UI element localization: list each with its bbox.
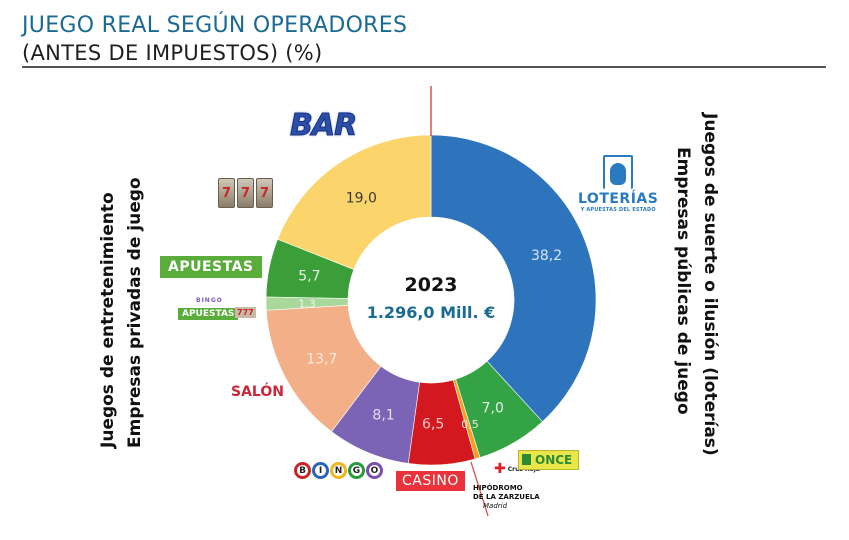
slice-label: 19,0 xyxy=(346,190,377,206)
bar-logo: BAR xyxy=(289,108,357,144)
red-cross-icon: ✚ xyxy=(494,461,506,477)
left-label-line2: Empresas privadas de juego xyxy=(125,177,145,448)
hipodromo-line2: DE LA ZARZUELA xyxy=(473,493,540,501)
bingo-logo: B I N G O xyxy=(294,462,383,479)
slot-reel: 7 xyxy=(256,178,273,208)
right-label-line1: Juegos de suerte o ilusión (loterías) xyxy=(700,113,720,456)
mini-slot-logo: 777 xyxy=(235,307,256,318)
center-year-label: 2023 xyxy=(405,274,458,296)
once-logo: ONCE xyxy=(518,450,580,470)
left-label-line1: Juegos de entretenimiento xyxy=(98,192,118,448)
casino-logo: CASINO xyxy=(396,471,465,491)
slice-label: 5,7 xyxy=(298,269,320,285)
bingo-ball: N xyxy=(330,462,347,479)
left-side-labels: Juegos de entretenimiento Empresas priva… xyxy=(95,177,149,448)
loterias-subtext: Y APUESTAS DEL ESTADO xyxy=(580,207,656,213)
right-side-labels: Juegos de suerte o ilusión (loterías) Em… xyxy=(669,113,723,456)
center-total-label: 1.296,0 Mill. € xyxy=(367,303,496,322)
slice-label: 0,5 xyxy=(461,418,479,431)
title-underline xyxy=(22,66,826,68)
slice-label: 6,5 xyxy=(422,417,444,433)
hipodromo-logo: HIPÓDROMO DE LA ZARZUELA Madrid xyxy=(473,484,540,511)
slice-labels: 38,2 7,00,5 6,5 8,1 13,7 1,3 5,7 19,0 xyxy=(298,190,562,432)
loterias-logo: LOTERÍAS Y APUESTAS DEL ESTADO xyxy=(578,155,658,213)
hipodromo-line1: HIPÓDROMO xyxy=(473,484,523,492)
bingo-ball: O xyxy=(366,462,383,479)
right-label-line2: Empresas públicas de juego xyxy=(673,147,693,415)
chart-title: JUEGO REAL SEGÚN OPERADORES xyxy=(22,13,408,38)
slot-reel: 7 xyxy=(218,178,235,208)
bingo-ball: B xyxy=(294,462,311,479)
hipodromo-line3: Madrid xyxy=(483,502,508,510)
slice-label: 1,3 xyxy=(298,298,316,311)
slice-label: 7,0 xyxy=(482,401,504,417)
bingo-ball: I xyxy=(312,462,329,479)
slice-label: 8,1 xyxy=(372,408,394,424)
divider-line-bottom xyxy=(470,461,489,517)
slice-label: 13,7 xyxy=(306,352,337,368)
bingo-ball: G xyxy=(348,462,365,479)
salon-logo: SALÓN xyxy=(231,384,284,400)
slot-machine-logo: 7 7 7 xyxy=(218,178,273,208)
loterias-emblem-icon xyxy=(603,155,634,189)
chart-subtitle: (ANTES DE IMPUESTOS) (%) xyxy=(22,41,323,65)
slice-label: 38,2 xyxy=(531,248,562,264)
loterias-text: LOTERÍAS xyxy=(578,191,659,207)
donut-slice-bar xyxy=(277,134,432,270)
bingo-small-logo: BINGO xyxy=(196,297,223,304)
apuestas-small-logo: APUESTAS xyxy=(178,308,239,320)
donut-slices xyxy=(265,134,597,466)
apuestas-logo: APUESTAS xyxy=(160,256,262,278)
slot-reel: 7 xyxy=(237,178,254,208)
donut-slice-loter-as-y-apuestas-del-estado xyxy=(430,134,597,423)
